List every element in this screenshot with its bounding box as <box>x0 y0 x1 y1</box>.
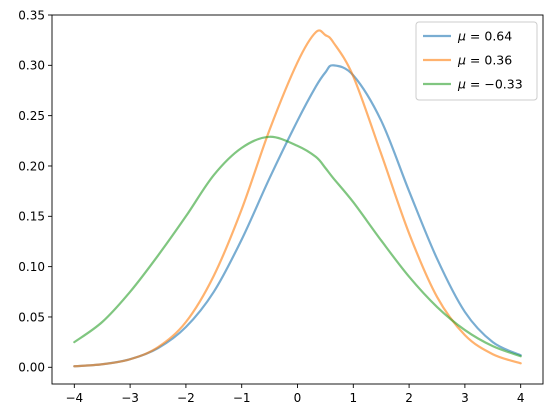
legend-label-value: −0.33 <box>484 77 522 92</box>
series-layer <box>73 29 522 368</box>
x-axis: −4 −3 −2 −1 0 1 2 3 4 <box>65 384 525 405</box>
legend-label-value: 0.36 <box>484 53 512 68</box>
legend-box <box>415 21 538 101</box>
x-tick-label: −2 <box>177 391 195 405</box>
y-axis: 0.00 0.05 0.10 0.15 0.20 0.25 0.30 0.35 <box>18 8 52 375</box>
legend-label-value: 0.64 <box>484 29 512 44</box>
y-tick-label: 0.30 <box>18 59 45 73</box>
series-line-1 <box>73 29 522 368</box>
y-tick-label: 0.35 <box>18 8 45 22</box>
y-tick-label: 0.20 <box>18 159 45 173</box>
y-tick-label: 0.05 <box>18 310 45 324</box>
x-tick-label: 2 <box>405 391 413 405</box>
x-tick-label: −3 <box>121 391 139 405</box>
y-tick-label: 0.15 <box>18 210 45 224</box>
x-tick-label: −4 <box>65 391 83 405</box>
y-tick-label: 0.25 <box>18 109 45 123</box>
y-tick-label: 0.10 <box>18 260 45 274</box>
x-tick-label: 0 <box>294 391 302 405</box>
x-tick-label: 3 <box>461 391 469 405</box>
x-tick-label: −1 <box>233 391 251 405</box>
series-line-2 <box>73 135 522 358</box>
legend-label-prefix: μ = <box>457 29 484 44</box>
legend-label-prefix: μ = <box>457 53 484 68</box>
legend-label-0: μ = 0.64 <box>457 29 512 44</box>
legend-label-prefix: μ = <box>457 77 484 92</box>
legend-label-1: μ = 0.36 <box>457 53 512 68</box>
y-tick-label: 0.00 <box>18 361 45 375</box>
x-tick-label: 4 <box>517 391 525 405</box>
x-tick-label: 1 <box>349 391 357 405</box>
legend: μ = 0.64μ = 0.36μ = −0.33 <box>415 21 538 101</box>
legend-label-2: μ = −0.33 <box>457 77 523 92</box>
